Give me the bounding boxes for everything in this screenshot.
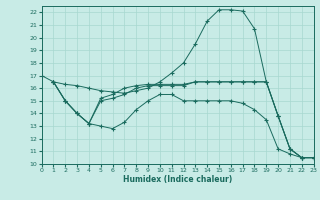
X-axis label: Humidex (Indice chaleur): Humidex (Indice chaleur) (123, 175, 232, 184)
